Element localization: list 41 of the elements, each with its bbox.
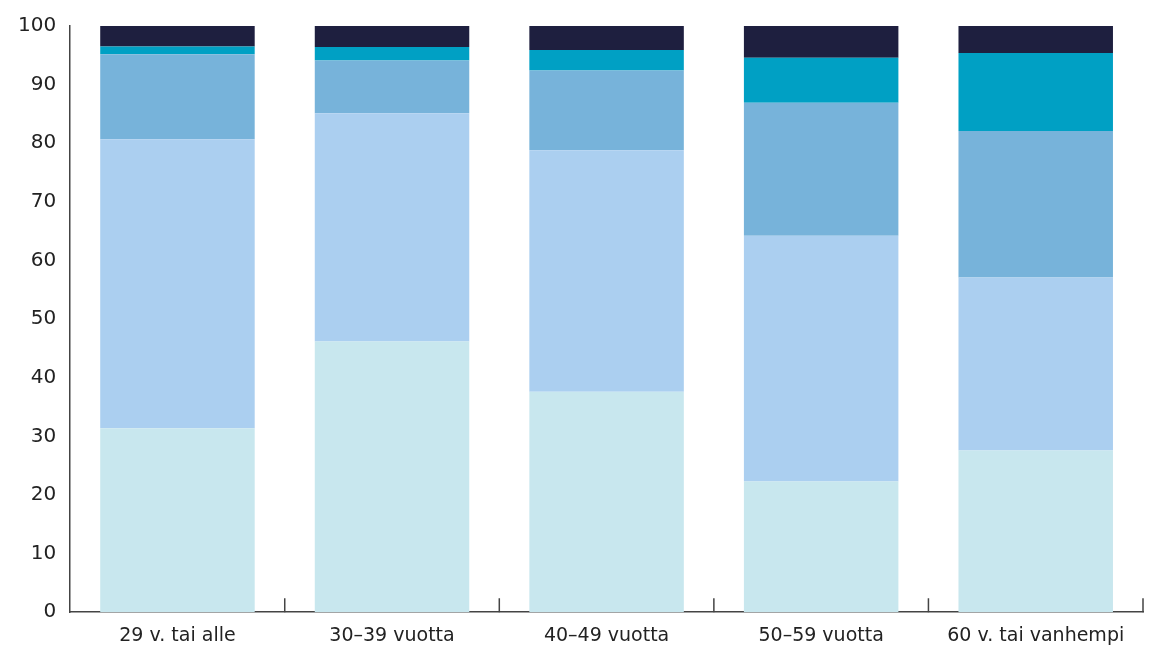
bar [100,26,255,47]
y-tick-label: 50 [30,305,57,330]
y-tick-label: 20 [30,481,57,506]
bar [314,26,470,48]
bar [314,113,470,342]
y-tick-label: 80 [30,129,57,154]
bar [100,54,255,140]
x-tick-label: 30–39 vuotta [329,622,455,645]
bar [958,26,1113,53]
bar [100,428,255,613]
bar [529,150,684,392]
bar [314,341,470,613]
x-tick-label: 60 v. tai vanhempi [947,622,1125,645]
x-tick-label: 40–49 vuotta [543,622,670,645]
x-tick-label: 29 v. tai alle [119,622,236,645]
bar [529,50,684,71]
bar [743,57,899,103]
y-tick-label: 0 [43,598,57,623]
bar [958,52,1113,131]
bar [529,70,684,151]
bar [100,139,255,429]
bar [314,60,470,114]
y-tick-label: 30 [30,422,57,447]
bar [529,26,684,51]
y-tick-label: 90 [30,70,57,95]
y-tick-label: 60 [30,246,57,271]
y-tick-label: 70 [30,188,57,213]
bar [314,47,470,61]
y-tick-label: 40 [30,363,57,388]
y-tick-label: 100 [17,12,57,37]
bar [100,46,255,55]
bar [958,277,1113,451]
bar [958,450,1113,613]
bar [743,481,899,613]
y-tick-label: 10 [30,539,57,564]
bar [743,235,899,482]
bar [743,102,899,236]
x-tick-label: 50–59 vuotta [758,622,884,645]
bar [743,26,899,58]
bar [529,391,684,613]
bar [958,130,1113,278]
